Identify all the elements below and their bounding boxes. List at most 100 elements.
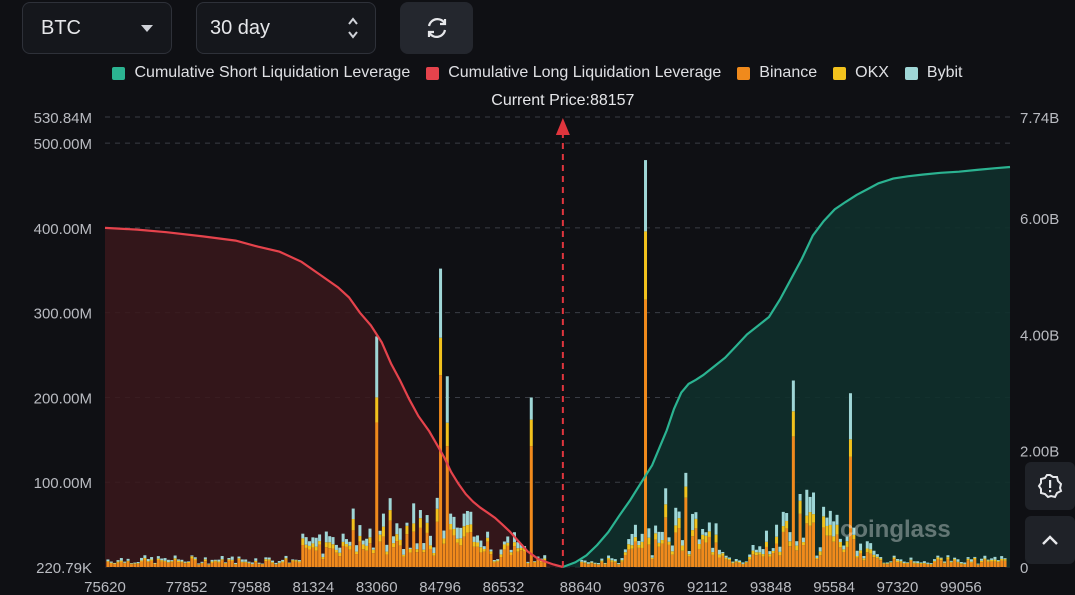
- binance-bar: [717, 557, 721, 567]
- bybit-bar: [536, 556, 540, 558]
- bybit-bar: [217, 559, 221, 562]
- binance-bar: [533, 562, 537, 567]
- okx-bar: [697, 543, 701, 549]
- okx-bar: [785, 520, 789, 529]
- bybit-bar: [963, 562, 967, 564]
- okx-bar: [193, 558, 197, 561]
- scroll-top-button[interactable]: [1025, 516, 1075, 564]
- bybit-bar: [344, 539, 348, 545]
- okx-bar: [465, 525, 469, 533]
- range-select[interactable]: 30 day: [196, 2, 376, 54]
- binance-bar: [996, 562, 1000, 567]
- bybit-bar: [896, 559, 900, 561]
- bybit-bar: [768, 551, 772, 555]
- bybit-bar: [748, 554, 752, 557]
- okx-bar: [452, 529, 456, 536]
- x-tick-label: 99056: [940, 579, 982, 595]
- bybit-bar: [845, 536, 849, 542]
- binance-bar: [764, 546, 768, 567]
- okx-bar: [230, 559, 234, 561]
- bybit-bar: [311, 537, 315, 544]
- legend-item[interactable]: Binance: [737, 64, 817, 82]
- okx-bar: [637, 545, 641, 548]
- binance-bar: [146, 562, 150, 567]
- binance-bar: [701, 539, 705, 567]
- okx-bar: [331, 544, 335, 549]
- bybit-bar: [210, 559, 214, 562]
- okx-bar: [882, 563, 886, 564]
- binance-bar: [318, 544, 322, 567]
- binance-bar: [271, 563, 275, 567]
- okx-bar: [227, 559, 231, 561]
- binance-bar: [129, 564, 133, 567]
- okx-bar: [533, 561, 537, 563]
- binance-bar: [610, 561, 614, 567]
- bybit-bar: [983, 555, 987, 559]
- bybit-bar: [109, 561, 113, 563]
- okx-bar: [529, 419, 533, 447]
- okx-bar: [815, 557, 819, 560]
- binance-bar: [778, 555, 782, 567]
- okx-bar: [932, 560, 936, 562]
- bybit-bar: [986, 559, 990, 561]
- coin-select[interactable]: BTC: [22, 2, 172, 54]
- bybit-bar: [714, 523, 718, 535]
- okx-bar: [361, 544, 365, 550]
- bybit-bar: [492, 559, 496, 562]
- bybit-bar: [153, 562, 157, 564]
- legend-item[interactable]: OKX: [833, 64, 889, 82]
- okx-bar: [946, 557, 950, 560]
- bybit-bar: [926, 562, 930, 564]
- binance-bar: [754, 555, 758, 567]
- binance-bar: [519, 550, 523, 567]
- binance-bar: [980, 562, 984, 567]
- legend-item[interactable]: Cumulative Long Liquidation Leverage: [426, 64, 721, 82]
- okx-bar: [603, 563, 607, 565]
- bybit-bar: [304, 537, 308, 545]
- okx-bar: [771, 550, 775, 554]
- okx-bar: [835, 524, 839, 535]
- settings-button[interactable]: [1025, 462, 1075, 510]
- bybit-bar: [368, 528, 372, 538]
- binance-bar: [845, 546, 849, 567]
- okx-bar: [728, 558, 732, 561]
- bybit-bar: [771, 548, 775, 551]
- bybit-bar: [859, 543, 863, 551]
- binance-bar: [684, 497, 688, 567]
- binance-bar: [365, 550, 369, 567]
- bybit-bar: [331, 537, 335, 545]
- binance-bar: [929, 564, 933, 567]
- bybit-bar: [922, 561, 926, 564]
- bybit-bar: [338, 547, 342, 553]
- bybit-bar: [674, 507, 678, 526]
- okx-bar: [717, 554, 721, 558]
- refresh-button[interactable]: [400, 2, 473, 54]
- chevron-down-icon: [141, 25, 153, 32]
- current-price-label: Current Price:88157: [491, 92, 634, 109]
- bybit-bar: [341, 533, 345, 542]
- binance-bar: [193, 560, 197, 567]
- binance-bar: [785, 528, 789, 567]
- legend-item[interactable]: Bybit: [904, 64, 963, 82]
- binance-bar: [902, 563, 906, 567]
- binance-bar: [267, 560, 271, 567]
- binance-bar: [143, 559, 147, 567]
- y-left-tick-label: 500.00M: [34, 136, 92, 153]
- bybit-bar: [318, 534, 322, 542]
- binance-bar: [462, 536, 466, 567]
- bybit-bar: [395, 523, 399, 535]
- okx-bar: [966, 558, 970, 561]
- binance-bar: [435, 521, 439, 567]
- binance-bar: [469, 532, 473, 567]
- bybit-bar: [324, 531, 328, 543]
- bybit-bar: [825, 517, 829, 526]
- x-tick-label: 97320: [877, 579, 919, 595]
- binance-bar: [838, 547, 842, 567]
- binance-bar: [496, 561, 500, 567]
- binance-bar: [227, 560, 231, 567]
- legend-item[interactable]: Cumulative Short Liquidation Leverage: [112, 64, 410, 82]
- okx-bar: [365, 545, 369, 551]
- bybit-bar: [677, 511, 681, 519]
- binance-bar: [445, 446, 449, 567]
- binance-bar: [512, 546, 516, 567]
